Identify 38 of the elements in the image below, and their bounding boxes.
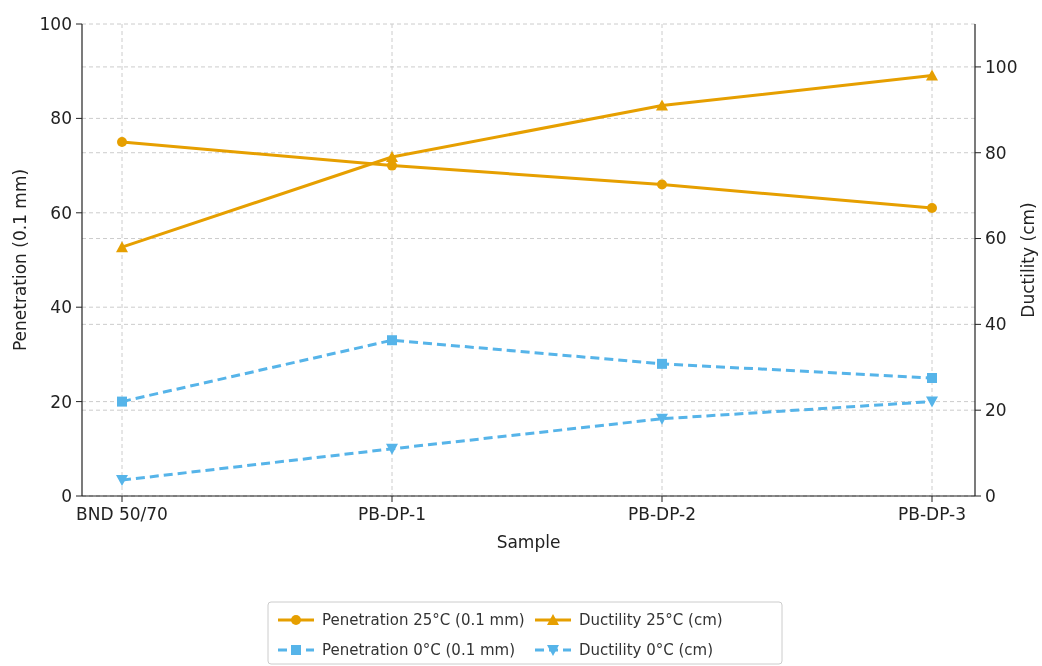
point	[117, 137, 127, 147]
point	[657, 358, 667, 369]
y2-tick-label: 20	[985, 400, 1007, 421]
point	[656, 99, 668, 111]
x-tick-label: PB-DP-2	[628, 504, 696, 524]
x-tick-label: PB-DP-1	[358, 504, 426, 524]
y-tick-label: 60	[50, 202, 72, 223]
y-tick-label: 80	[50, 108, 72, 129]
y-tick-label: 100	[39, 13, 72, 34]
legend-label: Ductility 0°C (cm)	[579, 641, 714, 660]
x-tick-label: BND 50/70	[76, 504, 168, 524]
point	[116, 241, 128, 253]
y2-tick-label: 80	[985, 142, 1007, 163]
x-axis-title: Sample	[496, 532, 561, 552]
point	[117, 396, 127, 407]
legend-label: Penetration 0°C (0.1 mm)	[322, 641, 516, 660]
point	[116, 475, 128, 487]
y-tick-label: 0	[61, 485, 72, 506]
y2-tick-label: 100	[985, 56, 1018, 77]
y-tick-label: 40	[50, 297, 72, 318]
legend-label: Ductility 25°C (cm)	[579, 611, 723, 630]
y2-tick-label: 0	[985, 485, 996, 506]
point	[927, 373, 937, 383]
point	[386, 151, 398, 163]
point	[927, 203, 937, 214]
point	[656, 413, 668, 425]
point	[657, 179, 667, 190]
y2-axis-title: Ductility (cm)	[1018, 202, 1038, 318]
x-tick-label: PB-DP-3	[898, 504, 966, 524]
y-axis-title: Penetration (0.1 mm)	[10, 168, 30, 352]
y2-tick-label: 60	[985, 228, 1007, 249]
point	[387, 335, 397, 346]
y-tick-label: 20	[50, 391, 72, 412]
y2-tick-label: 40	[985, 314, 1007, 335]
point	[386, 443, 398, 455]
point	[926, 396, 938, 408]
legend-label: Penetration 25°C (0.1 mm)	[322, 611, 525, 630]
point	[926, 69, 938, 81]
